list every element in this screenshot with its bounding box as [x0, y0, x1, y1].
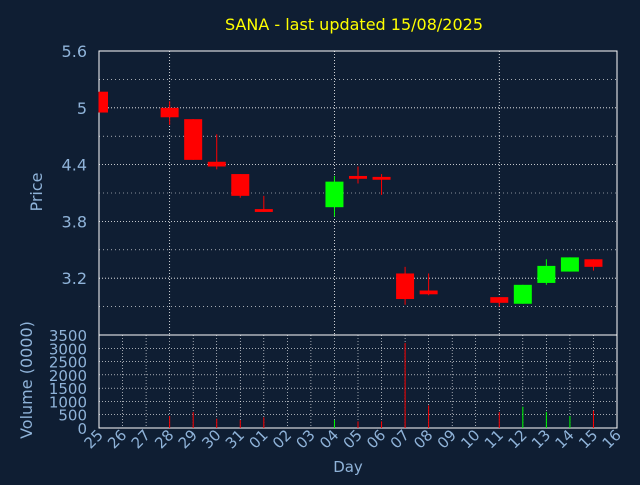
volume-tick-label: 1000 [49, 393, 87, 411]
price-tick-label: 3.8 [62, 212, 87, 231]
grid-lines [99, 51, 617, 428]
candle-body [184, 119, 203, 160]
candle-body [325, 181, 344, 208]
volume-plot-frame [98, 334, 618, 429]
price-tick-label: 4.4 [62, 156, 87, 175]
candle-body [513, 284, 532, 304]
x-tick-label: 31 [222, 426, 248, 452]
candle-body [160, 107, 179, 118]
x-tick-label: 15 [575, 426, 601, 452]
x-tick-label: 06 [363, 426, 389, 452]
volume-axis-label: Volume (0000) [17, 321, 36, 439]
candle-body [254, 209, 273, 212]
candle-body [372, 176, 391, 180]
candles [98, 91, 603, 307]
candle-body [207, 161, 226, 167]
candle-body [419, 290, 438, 295]
volume-tick-label: 2500 [49, 354, 87, 372]
candle-body [396, 273, 415, 300]
x-tick-label: 05 [340, 426, 366, 452]
candle-body [349, 175, 367, 179]
x-tick-label: 04 [316, 426, 342, 452]
x-tick-label: 12 [504, 426, 530, 452]
x-tick-label: 10 [457, 426, 483, 452]
x-tick-label: 16 [599, 426, 625, 452]
candle-body [490, 297, 509, 303]
candle-body [560, 257, 579, 272]
volume-tick-label: 2000 [49, 367, 87, 385]
x-tick-label: 26 [104, 426, 130, 452]
candle-body [99, 91, 108, 113]
x-tick-label: 29 [175, 426, 201, 452]
price-tick-label: 5 [77, 99, 87, 118]
volume-tick-label: 1500 [49, 380, 87, 398]
x-tick-label: 01 [245, 426, 271, 452]
price-tick-label: 3.2 [62, 269, 87, 288]
volume-tick-label: 0 [77, 420, 87, 438]
volume-tick-label: 3500 [49, 327, 87, 345]
price-tick-labels: 5.6 5 4.4 3.8 3.2 [62, 42, 87, 288]
x-tick-label: 13 [528, 426, 554, 452]
x-axis-label: Day [333, 458, 363, 476]
chart-title: SANA - last updated 15/08/2025 [225, 15, 483, 34]
x-tick-labels: 2526272829303101020304050607080910111213… [81, 426, 625, 452]
x-tick-label: 28 [151, 426, 177, 452]
volume-tick-label: 500 [58, 407, 87, 425]
x-tick-label: 08 [410, 426, 436, 452]
x-tick-label: 27 [128, 426, 154, 452]
x-tick-label: 11 [481, 426, 507, 452]
x-tick-label: 14 [552, 426, 578, 452]
x-tick-label: 07 [387, 426, 413, 452]
x-tick-label: 03 [293, 426, 319, 452]
candle-body [537, 265, 556, 283]
x-tick-label: 30 [198, 426, 224, 452]
candle-body [584, 259, 603, 267]
price-tick-label: 5.6 [62, 42, 87, 61]
volume-bars [169, 342, 594, 428]
volume-tick-label: 3000 [49, 340, 87, 358]
candle-body [231, 174, 250, 196]
x-tick-label: 09 [434, 426, 460, 452]
price-axis-label: Price [27, 172, 46, 211]
x-tick-label: 02 [269, 426, 295, 452]
